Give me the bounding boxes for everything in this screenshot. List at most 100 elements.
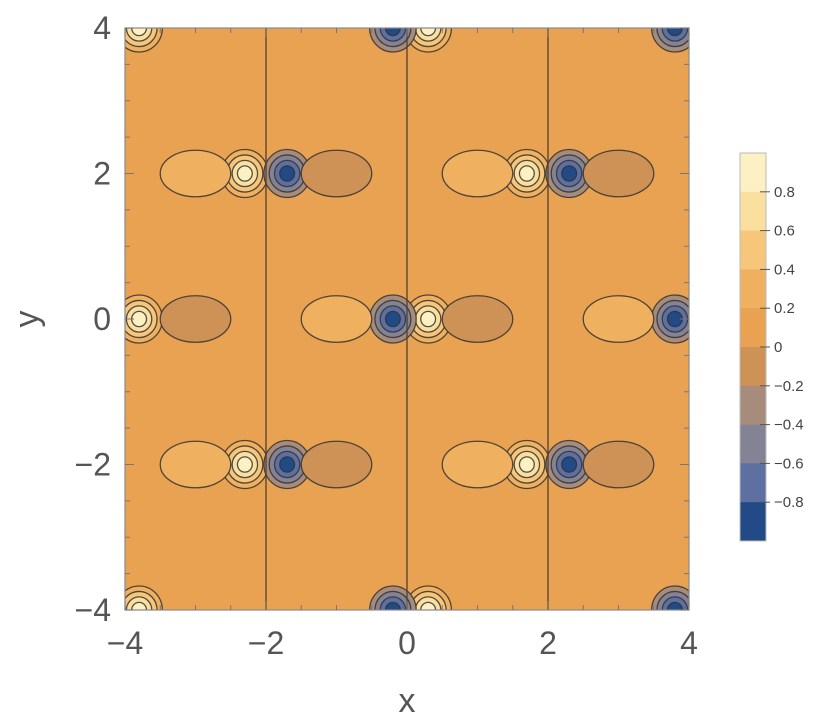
contour-line	[300, 149, 373, 198]
legend-label: 0.4	[774, 261, 795, 278]
contour-line	[374, 28, 412, 48]
peak-band	[519, 456, 535, 473]
contour-line	[656, 299, 689, 339]
legend-band	[740, 308, 766, 348]
contour-line	[414, 28, 442, 42]
contour-line	[384, 601, 401, 610]
legend-band	[740, 463, 766, 503]
lobe-band	[160, 441, 231, 488]
lobe-band	[442, 150, 513, 197]
contour-line	[582, 149, 655, 198]
legend-band	[740, 502, 766, 542]
contour-line	[300, 440, 373, 489]
legend-band	[740, 269, 766, 309]
contour-line	[420, 601, 437, 610]
trough-band	[667, 28, 683, 36]
lobe-band	[160, 295, 231, 343]
peak-band	[131, 28, 147, 36]
trough-band	[385, 602, 401, 610]
contour-line	[661, 596, 689, 610]
trough-band	[561, 456, 577, 473]
contour-line	[666, 601, 683, 610]
plot-area	[125, 28, 689, 610]
trough-band	[561, 165, 577, 182]
contour-line	[368, 28, 417, 53]
contour-line	[384, 28, 401, 37]
lobe-region	[582, 295, 655, 343]
contour-line	[404, 28, 453, 53]
x-tick-label: −2	[248, 625, 284, 661]
trough-region	[263, 148, 312, 199]
lobe-region	[159, 295, 232, 343]
plot-content	[125, 28, 689, 610]
lobe-band	[301, 441, 372, 488]
legend-band	[740, 191, 766, 232]
lobe-band	[583, 295, 654, 343]
legend-label: −0.8	[774, 494, 804, 511]
contour-line	[279, 165, 296, 182]
lobe-band	[583, 150, 654, 197]
contour-line	[561, 456, 578, 473]
contour-line	[513, 159, 541, 188]
lobe-band	[301, 295, 372, 343]
contour-line	[513, 450, 541, 479]
color-legend: 0.8 0.6 0.4 0.2 0 −0.2 −0.4 −0.6 −0.8	[739, 152, 804, 542]
lobe-region	[159, 440, 232, 489]
contour-line	[582, 440, 655, 489]
legend-label: −0.6	[774, 455, 804, 472]
contour-line	[125, 596, 153, 610]
contour-line	[379, 596, 407, 610]
peak-band	[519, 165, 535, 182]
trough-region	[650, 28, 689, 53]
contour-line	[661, 28, 689, 42]
peak-region	[125, 28, 164, 53]
lobe-region	[441, 149, 514, 198]
trough-band	[667, 311, 683, 327]
peak-band	[131, 602, 147, 610]
contour-line	[650, 28, 689, 53]
lobe-band	[160, 150, 231, 197]
contour-line	[555, 450, 583, 479]
contour-line	[441, 149, 514, 198]
contour-line	[561, 165, 578, 182]
lobe-region	[582, 440, 655, 489]
peak-region	[502, 148, 551, 199]
trough-band	[385, 28, 401, 36]
legend-label: 0.6	[774, 223, 795, 240]
peak-region	[404, 28, 453, 53]
peak-band	[420, 311, 436, 327]
legend-band	[740, 347, 766, 387]
peak-band	[420, 28, 436, 36]
contour-line	[273, 159, 301, 188]
lobe-region	[441, 295, 514, 343]
contour-line	[125, 28, 153, 42]
contour-line	[279, 456, 296, 473]
legend-label: −0.2	[774, 378, 804, 395]
legend-band	[740, 385, 766, 426]
trough-region	[368, 28, 417, 53]
peak-region	[125, 294, 164, 344]
lobe-region	[159, 149, 232, 198]
contour-line	[236, 456, 253, 473]
contour-line	[125, 28, 164, 53]
contour-line	[131, 28, 148, 37]
contour-line	[379, 28, 407, 42]
lobe-region	[300, 440, 373, 489]
x-tick-label: 0	[398, 625, 416, 661]
trough-region	[650, 294, 689, 344]
y-axis-title: y	[8, 311, 46, 328]
contour-line	[125, 28, 158, 48]
contour-line	[518, 165, 535, 182]
contour-line	[414, 596, 442, 610]
contour-line	[379, 305, 407, 333]
contour-line	[231, 159, 259, 188]
legend-band	[740, 153, 766, 193]
contour-line	[131, 601, 148, 610]
contour-line	[159, 440, 232, 489]
peak-region	[502, 439, 551, 490]
lobe-region	[441, 440, 514, 489]
peak-band	[237, 456, 253, 473]
contour-line	[582, 295, 655, 343]
peak-region	[220, 148, 269, 199]
x-tick-label: 2	[539, 625, 557, 661]
